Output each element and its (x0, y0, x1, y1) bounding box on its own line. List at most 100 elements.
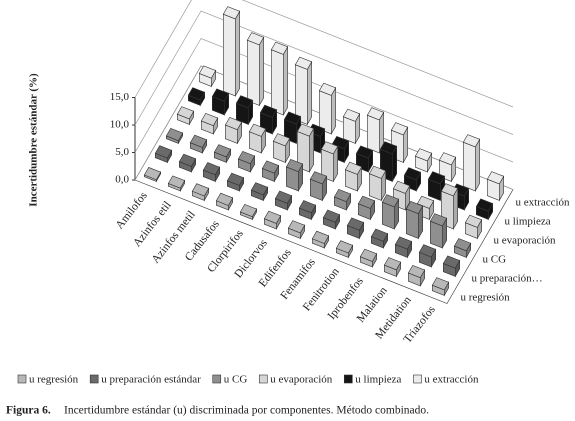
bar-top (143, 167, 162, 181)
y-tick-label: 5,0 (115, 146, 129, 158)
bar (167, 175, 186, 193)
bar-top (366, 107, 385, 121)
bar-top (431, 277, 450, 291)
bar (285, 158, 304, 193)
bar-top (451, 183, 470, 197)
bar-top (390, 122, 409, 136)
bar-top (462, 134, 481, 148)
y-tick-label: 10,0 (110, 119, 130, 131)
bar (294, 56, 313, 126)
bar-top (333, 188, 352, 203)
bar-top (167, 175, 186, 189)
bar (486, 171, 505, 202)
legend-label: u CG (224, 374, 248, 386)
bar-top (429, 213, 448, 227)
bar (344, 161, 363, 193)
bar (178, 153, 197, 174)
bar-side (282, 45, 289, 117)
bar (381, 194, 400, 231)
depth-label: u regresión (461, 292, 511, 304)
bar-top (405, 200, 424, 215)
bar (296, 123, 315, 174)
bar (246, 32, 265, 107)
bar-top (226, 172, 245, 186)
depth-label: u preparación… (472, 273, 543, 285)
bar-top (263, 210, 282, 224)
bar-top (464, 214, 483, 228)
bar-top (344, 161, 363, 175)
bar (226, 172, 245, 193)
bar-top (307, 123, 326, 137)
y-tick-label: 0,0 (115, 174, 129, 186)
bar-top (346, 217, 365, 231)
bar-top (294, 56, 313, 70)
bar (311, 230, 330, 250)
bar-top (191, 183, 210, 197)
bar-top (318, 82, 337, 96)
bar (222, 6, 241, 98)
bar-top (283, 111, 302, 125)
bar (414, 148, 433, 174)
bar (176, 106, 195, 126)
bar-top (486, 171, 505, 185)
bar (237, 150, 256, 174)
bar-top (222, 6, 241, 20)
bar-front (462, 141, 476, 192)
bar-top (261, 160, 280, 174)
bar (383, 257, 402, 278)
grid-line (134, 10, 514, 135)
bar-top (272, 133, 291, 147)
bar (442, 255, 461, 278)
bar-top (370, 228, 389, 242)
bar (368, 165, 387, 202)
bar-top (176, 106, 195, 120)
bar (235, 95, 254, 126)
bar-top (392, 180, 411, 194)
bar-top (187, 87, 206, 101)
bar-top (355, 145, 374, 159)
grid-line (134, 65, 514, 190)
bar (394, 236, 413, 259)
bar (464, 214, 483, 240)
bar-side (474, 138, 481, 193)
bar (333, 188, 352, 212)
bar-top (357, 195, 376, 209)
legend-swatch (17, 374, 27, 384)
depth-label: u extracción (516, 197, 571, 209)
bar (359, 248, 378, 269)
bar (431, 277, 450, 297)
bar-top (438, 152, 457, 166)
bar (263, 210, 282, 231)
bar-top (440, 183, 459, 197)
bar (287, 220, 306, 240)
bar (165, 127, 184, 145)
y-axis-title: Incertidumbre estándar (%) (28, 73, 40, 207)
bar (418, 244, 437, 269)
bar-top (235, 95, 254, 109)
bar-front (405, 208, 419, 239)
depth-label: u evaporación (494, 235, 556, 247)
legend-label: u regresión (29, 374, 79, 386)
bar-top (453, 238, 472, 252)
bar (191, 183, 210, 202)
legend-label: u evaporación (270, 374, 332, 386)
legend-swatch (258, 374, 268, 384)
bar-top (224, 116, 243, 131)
y-tick-label: 15,0 (110, 91, 130, 103)
bar-side (235, 10, 240, 98)
bar-side (258, 36, 265, 107)
bar-top (414, 148, 433, 162)
bar (298, 200, 317, 221)
bar-top (154, 145, 173, 159)
bar-top (237, 150, 256, 165)
depth-label: u limpieza (505, 216, 551, 228)
bar-top (475, 198, 494, 212)
bar-top (335, 240, 354, 254)
bar (355, 145, 374, 174)
bar (346, 217, 365, 240)
grid-line (134, 38, 514, 163)
bar (187, 87, 206, 107)
bar-top (320, 141, 339, 155)
bar-top (198, 65, 217, 79)
